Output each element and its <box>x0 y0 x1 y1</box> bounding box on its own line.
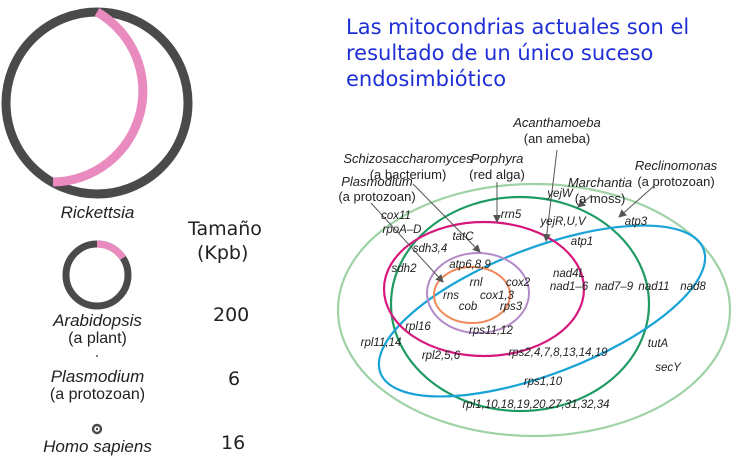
gene-atp1: atp1 <box>571 236 593 248</box>
plasmodium-subtitle: (a protozoan) <box>49 386 146 403</box>
gene-yejRUV: yejR,U,V <box>539 216 587 228</box>
gene-nad8: nad8 <box>680 281 706 293</box>
gene-sdh2: sdh2 <box>392 263 418 275</box>
gene-cox11: cox11 <box>381 210 411 222</box>
gene-nad1-6: nad1–6 <box>550 281 589 293</box>
plasmodium-name: Plasmodium <box>341 174 413 189</box>
gene-nad11: nad11 <box>638 281 669 293</box>
acanthamoeba-sub: (an ameba) <box>524 131 590 146</box>
gene-rps2-19: rps2,4,7,8,13,14,19 <box>508 347 608 359</box>
marchantia-arrow <box>577 194 593 208</box>
arabidopsis-size: 200 <box>213 304 250 326</box>
arabidopsis-label: Arabidopsis <box>53 311 142 330</box>
gene-rpl1114: rpl11,14 <box>361 337 402 349</box>
gene-cox2: cox2 <box>506 277 531 289</box>
schizosaccharomyces-arrow <box>412 183 481 253</box>
plasmodium-genome-dot <box>96 355 98 357</box>
marchantia-ring <box>389 195 651 413</box>
marchantia-sub: (a moss) <box>575 191 626 206</box>
gene-secY: secY <box>655 362 682 374</box>
plasmodium-size: 6 <box>228 368 241 390</box>
gene-atp689: atp6,8,9 <box>449 259 491 271</box>
arabidopsis-subtitle: (a plant) <box>68 330 127 347</box>
gene-cob: cob <box>459 301 478 313</box>
gene-sdh34: sdh3,4 <box>413 243 448 255</box>
rickettsia-label: Rickettsia <box>60 203 135 222</box>
homo-sapiens-label: Homo sapiens <box>43 437 152 456</box>
schizosaccharomyces-name: Schizosaccharomyces <box>343 151 473 166</box>
gene-tatC: tatC <box>452 231 474 243</box>
plasmodium-label: Plasmodium <box>50 367 145 386</box>
marchantia-name: Marchantia <box>568 175 632 190</box>
plasmodium-arrow <box>370 202 444 283</box>
gene-yejW: yejW <box>546 188 574 200</box>
gene-rnl: rnl <box>470 277 483 289</box>
gene-rps1112: rps11,12 <box>469 325 514 337</box>
acanthamoeba-ring <box>377 224 707 398</box>
gene-rrn5: rrn5 <box>501 209 522 221</box>
gene-nad4L: nad4L <box>553 268 585 280</box>
reclinomonas-arrow <box>618 185 655 218</box>
schizosaccharomyces-sub: (a bacterium) <box>370 167 447 182</box>
acanthamoeba-arrow <box>542 149 558 242</box>
size-header-line1: Tamaño <box>188 218 262 240</box>
rickettsia-genome-ring <box>1 7 193 199</box>
genome-circles <box>1 7 193 435</box>
reclinomonas-sub: (a protozoan) <box>637 174 714 189</box>
reclinomonas-ring <box>336 182 731 438</box>
size-header-line2: (Kpb) <box>197 242 249 264</box>
arabidopsis-genome-ring <box>62 240 132 310</box>
porphyra-sub: (red alga) <box>469 167 525 182</box>
gene-tutA: tutA <box>648 338 669 350</box>
plasmodium-ring <box>433 266 511 324</box>
gene-rpl16: rpl16 <box>405 321 431 333</box>
gene-cox13: cox1,3 <box>480 290 514 302</box>
gene-rps110: rps1,10 <box>524 376 563 388</box>
porphyra-ring <box>382 220 586 358</box>
schizosaccharomyces-ring <box>426 252 530 334</box>
acanthamoeba-name: Acanthamoeba <box>512 115 600 130</box>
gene-atp3: atp3 <box>625 216 648 228</box>
plasmodium-sub: (a protozoan) <box>338 189 415 204</box>
reclinomonas-name: Reclinomonas <box>635 158 718 173</box>
gene-rpl-list: rpl1,10,18,19,20,27,31,32,34 <box>462 399 609 411</box>
gene-rpl256: rpl2,5,6 <box>422 350 461 362</box>
gene-rps3: rps3 <box>500 301 523 313</box>
homo-sapiens-size: 16 <box>221 432 246 454</box>
gene-nad7-9: nad7–9 <box>595 281 634 293</box>
porphyra-name: Porphyra <box>471 151 524 166</box>
page-title: Las mitocondrias actuales son el resulta… <box>346 15 690 91</box>
gene-rns: rns <box>443 290 459 302</box>
homo-sapiens-genome-ring <box>91 423 103 435</box>
gene-rpoA-D: rpoA–D <box>383 224 422 236</box>
